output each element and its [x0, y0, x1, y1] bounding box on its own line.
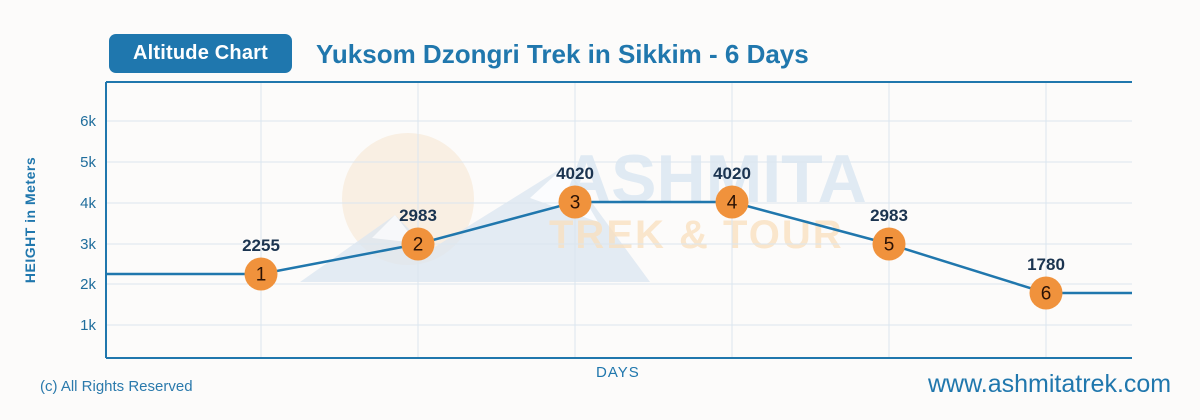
svg-text:3k: 3k	[80, 236, 96, 253]
svg-text:6: 6	[1041, 284, 1052, 305]
svg-text:5k: 5k	[80, 154, 96, 171]
svg-text:4020: 4020	[713, 164, 751, 183]
svg-text:2983: 2983	[399, 206, 437, 225]
svg-text:4020: 4020	[556, 164, 594, 183]
svg-text:2: 2	[413, 235, 424, 256]
svg-text:2983: 2983	[870, 206, 908, 225]
svg-text:4: 4	[727, 193, 738, 214]
svg-text:6k: 6k	[80, 113, 96, 130]
svg-text:1k: 1k	[80, 317, 96, 334]
svg-text:2255: 2255	[242, 236, 280, 255]
svg-text:5: 5	[884, 235, 895, 256]
svg-text:2k: 2k	[80, 276, 96, 293]
svg-text:1: 1	[256, 265, 267, 286]
svg-text:1780: 1780	[1027, 255, 1065, 274]
svg-text:4k: 4k	[80, 195, 96, 212]
svg-text:3: 3	[570, 193, 581, 214]
